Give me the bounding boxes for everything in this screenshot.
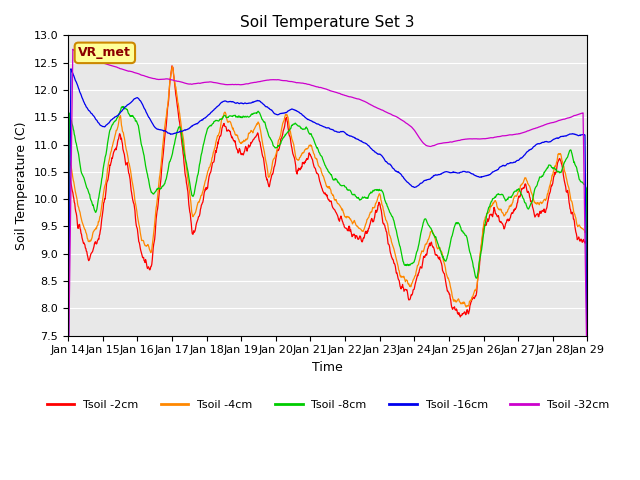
- Tsoil -2cm: [584, 408, 591, 414]
- Tsoil -2cm: [132, 220, 140, 226]
- Tsoil -32cm: [550, 120, 558, 125]
- Tsoil -4cm: [550, 167, 558, 173]
- Tsoil -2cm: [258, 147, 266, 153]
- Tsoil -16cm: [202, 114, 210, 120]
- Tsoil -4cm: [64, 444, 72, 450]
- Tsoil -32cm: [69, 47, 77, 52]
- Line: Tsoil -2cm: Tsoil -2cm: [68, 66, 588, 411]
- Tsoil -32cm: [202, 79, 210, 85]
- Tsoil -2cm: [440, 270, 448, 276]
- Text: VR_met: VR_met: [79, 47, 131, 60]
- Tsoil -4cm: [202, 176, 210, 181]
- Tsoil -2cm: [550, 173, 558, 179]
- Tsoil -32cm: [132, 70, 140, 76]
- Line: Tsoil -16cm: Tsoil -16cm: [68, 69, 588, 405]
- Tsoil -8cm: [550, 165, 558, 170]
- Tsoil -32cm: [64, 394, 72, 399]
- Tsoil -16cm: [584, 386, 591, 392]
- Tsoil -32cm: [440, 140, 448, 146]
- Tsoil -16cm: [64, 402, 72, 408]
- Tsoil -16cm: [67, 66, 75, 72]
- Tsoil -16cm: [440, 169, 448, 175]
- Tsoil -8cm: [440, 256, 448, 262]
- Tsoil -4cm: [132, 203, 140, 208]
- Tsoil -8cm: [333, 177, 340, 182]
- Line: Tsoil -32cm: Tsoil -32cm: [68, 49, 588, 397]
- Tsoil -2cm: [64, 355, 72, 361]
- Tsoil -16cm: [258, 100, 266, 106]
- Tsoil -2cm: [168, 63, 176, 69]
- Line: Tsoil -4cm: Tsoil -4cm: [68, 67, 588, 447]
- Tsoil -16cm: [550, 136, 558, 142]
- X-axis label: Time: Time: [312, 361, 343, 374]
- Tsoil -4cm: [440, 259, 448, 265]
- Tsoil -16cm: [333, 129, 340, 135]
- Line: Tsoil -8cm: Tsoil -8cm: [68, 107, 588, 427]
- Tsoil -4cm: [168, 64, 176, 70]
- Tsoil -8cm: [120, 104, 127, 109]
- Tsoil -2cm: [333, 211, 340, 216]
- Tsoil -32cm: [333, 90, 340, 96]
- Y-axis label: Soil Temperature (C): Soil Temperature (C): [15, 121, 28, 250]
- Tsoil -8cm: [132, 118, 140, 124]
- Legend: Tsoil -2cm, Tsoil -4cm, Tsoil -8cm, Tsoil -16cm, Tsoil -32cm: Tsoil -2cm, Tsoil -4cm, Tsoil -8cm, Tsoi…: [42, 395, 613, 414]
- Tsoil -4cm: [333, 199, 340, 204]
- Tsoil -32cm: [258, 78, 266, 84]
- Tsoil -8cm: [64, 424, 72, 430]
- Tsoil -8cm: [584, 372, 591, 378]
- Tsoil -4cm: [584, 359, 591, 364]
- Tsoil -8cm: [258, 115, 266, 120]
- Tsoil -2cm: [202, 184, 210, 190]
- Tsoil -4cm: [258, 134, 266, 140]
- Tsoil -8cm: [202, 131, 210, 137]
- Tsoil -16cm: [132, 95, 140, 101]
- Title: Soil Temperature Set 3: Soil Temperature Set 3: [241, 15, 415, 30]
- Tsoil -32cm: [584, 394, 591, 400]
